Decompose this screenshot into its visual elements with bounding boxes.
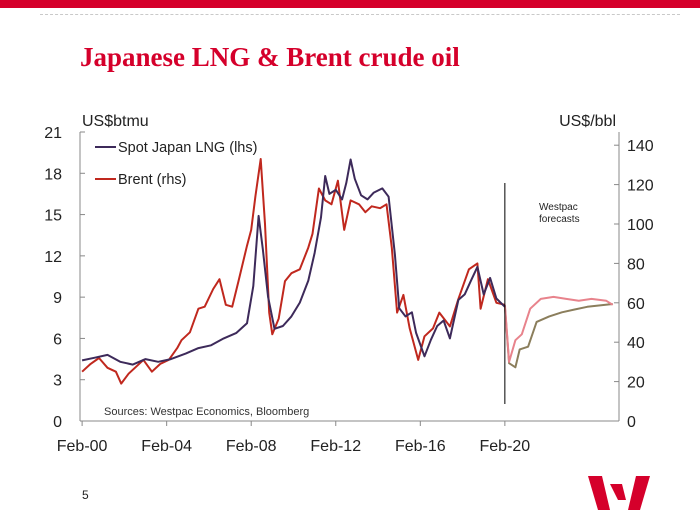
right-tick-label: 60 xyxy=(627,296,645,313)
x-tick-label: Feb-04 xyxy=(141,438,192,455)
forecast-label-line2: forecasts xyxy=(539,214,580,225)
forecast-label-line1: Westpac xyxy=(539,202,578,213)
westpac-w-logo-icon xyxy=(588,476,650,510)
right-tick-label: 40 xyxy=(627,335,645,352)
right-tick-label: 100 xyxy=(627,217,654,234)
legend-label-lng: Spot Japan LNG (lhs) xyxy=(118,140,257,156)
series-forecast-line-1 xyxy=(503,295,614,363)
right-tick-label: 140 xyxy=(627,138,654,155)
source-note: Sources: Westpac Economics, Bloomberg xyxy=(104,406,309,418)
top-stripe xyxy=(0,0,700,8)
x-tick-label: Feb-00 xyxy=(57,438,108,455)
page-number: 5 xyxy=(82,488,89,502)
right-tick-label: 80 xyxy=(627,256,645,273)
left-tick-label: 3 xyxy=(53,373,62,390)
left-axis-label: US$btmu xyxy=(82,113,149,130)
series-line-0 xyxy=(81,158,506,366)
slide-title: Japanese LNG & Brent crude oil xyxy=(80,42,460,72)
right-tick-label: 120 xyxy=(627,178,654,195)
series-line-1 xyxy=(81,158,506,385)
header-divider xyxy=(40,14,680,15)
legend: Spot Japan LNG (lhs) Brent (rhs) xyxy=(95,140,257,188)
left-tick-label: 0 xyxy=(53,414,62,431)
left-axis-ticks: 0 3 6 9 12 15 18 21 xyxy=(44,125,85,431)
x-tick-label: Feb-12 xyxy=(310,438,361,455)
series-forecast-line-0 xyxy=(503,303,613,369)
x-tick-label: Feb-16 xyxy=(395,438,446,455)
left-tick-label: 15 xyxy=(44,208,62,225)
axes-frame xyxy=(79,132,620,422)
x-tick-label: Feb-20 xyxy=(480,438,531,455)
x-tick-label: Feb-08 xyxy=(226,438,277,455)
left-tick-label: 12 xyxy=(44,249,62,266)
left-tick-label: 18 xyxy=(44,166,62,183)
legend-label-brent: Brent (rhs) xyxy=(118,172,187,188)
x-axis-ticks: Feb-00 Feb-04 Feb-08 Feb-12 Feb-16 Feb-20 xyxy=(57,421,531,455)
left-tick-label: 21 xyxy=(44,125,62,142)
left-tick-label: 6 xyxy=(53,331,62,348)
series-layer xyxy=(81,158,614,385)
right-tick-label: 20 xyxy=(627,375,645,392)
right-tick-label: 0 xyxy=(627,414,636,431)
right-axis-ticks: 0 20 40 60 80 100 120 140 xyxy=(614,138,654,431)
left-tick-label: 9 xyxy=(53,290,62,307)
right-axis-label: US$/bbl xyxy=(559,113,616,130)
